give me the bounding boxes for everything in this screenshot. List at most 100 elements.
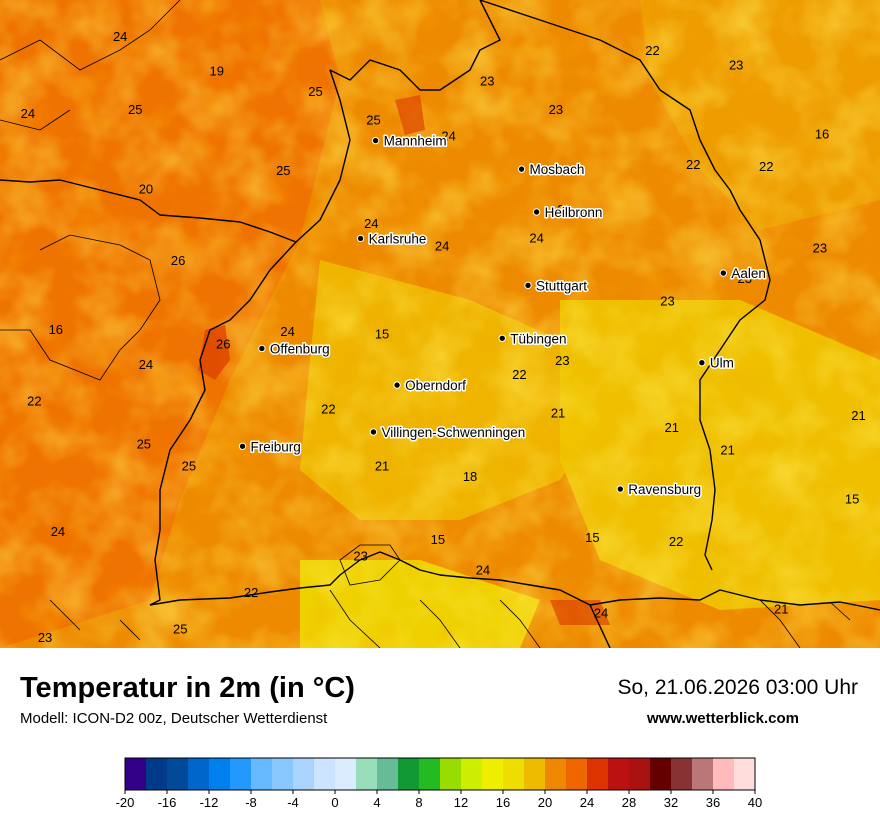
legend-swatch (377, 758, 399, 790)
legend-swatch (608, 758, 630, 790)
city-dot (719, 269, 728, 277)
temperature-value: 24 (21, 106, 35, 121)
legend-swatch (335, 758, 357, 790)
legend-ticks: -20 -16 -12 -8 -4 0 4 8 12 16 20 24 28 32 36 40 (116, 790, 762, 810)
legend-tick-label: 8 (415, 795, 422, 810)
temperature-value: 24 (594, 605, 608, 620)
border-bw-northeast (479, 0, 701, 141)
legend-tick-label: -12 (200, 795, 219, 810)
temperature-value: 22 (645, 43, 659, 58)
temperature-value: 25 (308, 84, 322, 99)
legend-swatch (482, 758, 504, 790)
forecast-datetime: So, 21.06.2026 03:00 Uhr (617, 676, 858, 699)
temperature-value: 23 (813, 241, 827, 256)
map-title: Temperatur in 2m (in °C) (20, 672, 355, 704)
city-label: Heilbronn (545, 205, 603, 220)
temperature-value: 25 (276, 163, 290, 178)
temperature-value: 21 (851, 408, 865, 423)
legend-tick-label: 36 (706, 795, 720, 810)
hot-spot-rhine (198, 325, 230, 380)
legend-swatch (545, 758, 567, 790)
city-dot (393, 381, 401, 389)
legend-swatch (650, 758, 672, 790)
temperature-value: 21 (551, 406, 565, 421)
city-dot (238, 442, 247, 450)
temperature-value: 19 (210, 63, 224, 78)
temperature-value: 20 (139, 182, 153, 197)
city-dot (369, 428, 378, 436)
temperature-value: 26 (171, 253, 185, 268)
temperature-value: 23 (549, 102, 563, 117)
legend-swatch (692, 758, 714, 790)
city-dot (371, 136, 380, 145)
legend-swatch (440, 758, 462, 790)
temperature-value: 15 (375, 326, 389, 341)
legend-tick-label: 40 (748, 795, 762, 810)
city-label: Tübingen (510, 331, 566, 346)
city-label: Ulm (710, 356, 734, 371)
city-dot (616, 485, 624, 493)
legend-tick-label: -16 (158, 795, 177, 810)
legend-tick-label: -8 (245, 795, 257, 810)
city-label: Ravensburg (628, 482, 701, 497)
legend-swatch (314, 758, 336, 790)
legend-tick-label: -4 (287, 795, 299, 810)
temperature-map: 24 19 25 25 24 25 24 22 23 23 23 16 22 22 25 20 24 24 24 24… (0, 0, 880, 648)
temperature-value: 23 (738, 271, 752, 286)
city-dot (524, 281, 532, 289)
temperature-value: 24 (441, 129, 455, 144)
temperature-value: 21 (665, 420, 679, 435)
city-label: Offenburg (270, 341, 330, 356)
temperature-value: 24 (529, 230, 543, 245)
temperature-value: 23 (38, 630, 52, 645)
border-bavaria (0, 109, 851, 648)
legend-tick-label: 24 (580, 795, 594, 810)
temperature-value: 23 (729, 57, 743, 72)
legend-swatch (230, 758, 252, 790)
temperature-value: 25 (173, 622, 187, 637)
temperature-labels: 24 19 25 25 24 25 24 22 23 23 23 16 22 22 25 20 24 24 24 24… (21, 29, 866, 645)
temperature-value: 22 (27, 394, 41, 409)
legend-swatch (146, 758, 168, 790)
temperature-value: 24 (280, 324, 294, 339)
legend-tick-label: 4 (373, 795, 380, 810)
temperature-value: 26 (216, 336, 230, 351)
legend-swatch (125, 758, 147, 790)
legend-swatch (587, 758, 609, 790)
temperature-value: 22 (669, 534, 683, 549)
city-dot (356, 234, 365, 243)
temperature-value: 22 (244, 585, 258, 600)
border-bw-east (699, 139, 771, 571)
hot-spot-mannheim (395, 95, 425, 135)
city-label: Aalen (731, 266, 766, 281)
temperature-value: 16 (49, 322, 63, 337)
legend-swatch (167, 758, 189, 790)
temperature-value: 22 (759, 159, 773, 174)
temperature-value: 25 (182, 459, 196, 474)
model-info: Modell: ICON-D2 00z, Deutscher Wetterdie… (20, 710, 328, 727)
legend-swatch (713, 758, 735, 790)
border-france-north (0, 234, 161, 381)
legend-swatch (356, 758, 378, 790)
city-label: Freiburg (251, 439, 301, 454)
city-label: Mosbach (530, 162, 585, 177)
website-link[interactable]: www.wetterblick.com (647, 710, 799, 727)
legend-tick-label: -20 (116, 795, 135, 810)
legend-swatch (629, 758, 651, 790)
city-dot (517, 165, 526, 173)
city-dot (698, 359, 706, 367)
city-label: Mannheim (384, 134, 447, 149)
temperature-value: 15 (585, 530, 599, 545)
legend-tick-label: 32 (664, 795, 678, 810)
legend-swatch (209, 758, 231, 790)
temperature-value: 25 (128, 102, 142, 117)
temperature-value: 24 (113, 29, 127, 44)
legend-swatch (398, 758, 420, 790)
temperature-value: 23 (480, 74, 494, 89)
legend-swatches (124, 757, 756, 791)
legend-tick-label: 28 (622, 795, 636, 810)
border-swiss-cantons (49, 589, 541, 648)
legend-swatch (503, 758, 525, 790)
border-bodensee (339, 544, 401, 586)
temperature-value: 24 (51, 524, 65, 539)
